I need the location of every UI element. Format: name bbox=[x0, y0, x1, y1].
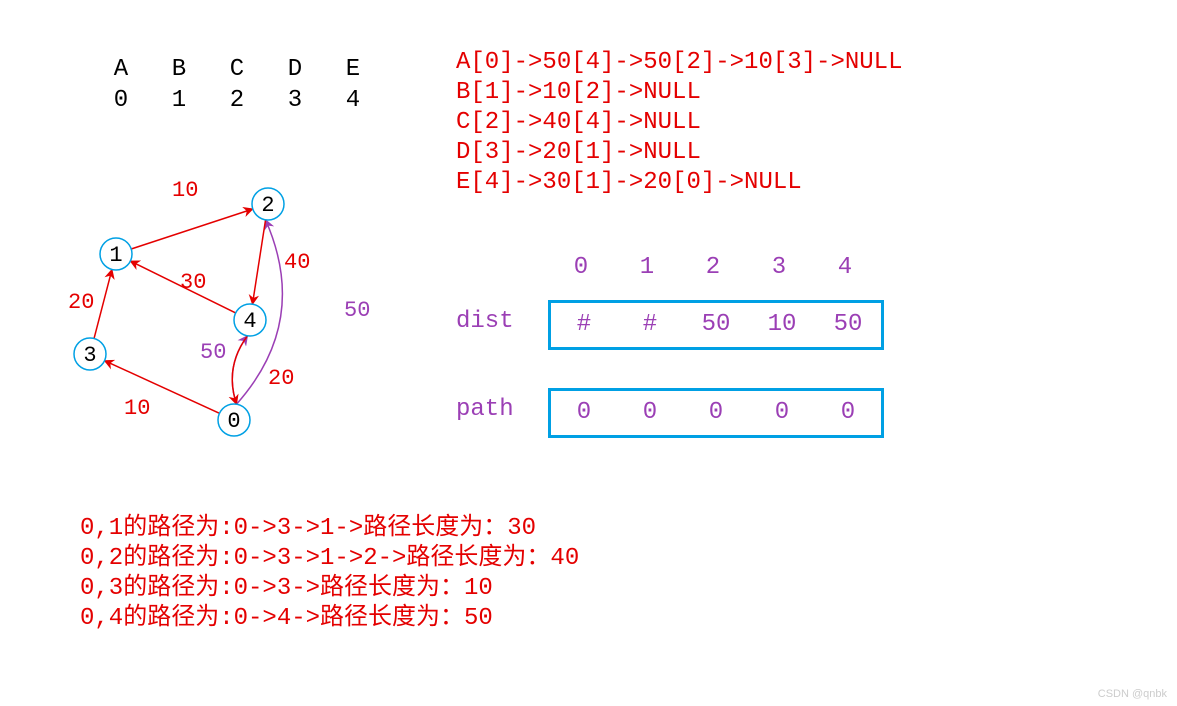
dist-cell: # bbox=[551, 303, 617, 347]
path-result-line: 0,4的路径为:0->4->路径长度为：50 bbox=[80, 604, 579, 634]
graph-edge bbox=[105, 361, 220, 414]
adjacency-line: C[2]->40[4]->NULL bbox=[456, 108, 902, 138]
vertex-index: 0 bbox=[92, 87, 150, 114]
path-box: 00000 bbox=[548, 388, 884, 438]
vertex-index: 3 bbox=[266, 87, 324, 114]
vertex-index: 4 bbox=[324, 87, 382, 114]
vertex-index: 1 bbox=[150, 87, 208, 114]
edge-weight: 20 bbox=[268, 366, 294, 391]
graph-edge bbox=[131, 209, 253, 249]
watermark: CSDN @qnbk bbox=[1098, 688, 1167, 700]
array-header: 3 bbox=[746, 254, 812, 281]
edge-weight: 50 bbox=[200, 340, 226, 365]
vertex-label: E bbox=[324, 56, 382, 83]
vertex-label: A bbox=[92, 56, 150, 83]
dist-cell: 50 bbox=[815, 303, 881, 347]
vertex-label: B bbox=[150, 56, 208, 83]
adjacency-line: E[4]->30[1]->20[0]->NULL bbox=[456, 168, 902, 198]
dist-box: ##501050 bbox=[548, 300, 884, 350]
vertex-indices-row: 01234 bbox=[92, 87, 382, 114]
vertex-labels-row: ABCDE bbox=[92, 56, 382, 83]
array-header: 0 bbox=[548, 254, 614, 281]
adjacency-line: D[3]->20[1]->NULL bbox=[456, 138, 902, 168]
vertex-index: 2 bbox=[208, 87, 266, 114]
array-header: 4 bbox=[812, 254, 878, 281]
path-result-line: 0,1的路径为:0->3->1->路径长度为：30 bbox=[80, 514, 579, 544]
graph-node-label: 3 bbox=[83, 343, 96, 368]
graph-diagram: 10 50 50 10 40 20 20 30 0 1 2 3 4 bbox=[52, 160, 392, 460]
path-cell: 0 bbox=[749, 391, 815, 435]
graph-edge bbox=[94, 269, 112, 338]
vertex-label: D bbox=[266, 56, 324, 83]
dist-label: dist bbox=[456, 308, 514, 335]
path-result-line: 0,2的路径为:0->3->1->2->路径长度为：40 bbox=[80, 544, 579, 574]
graph-node-label: 1 bbox=[109, 243, 122, 268]
graph-node-label: 4 bbox=[243, 309, 256, 334]
path-cell: 0 bbox=[617, 391, 683, 435]
path-result-line: 0,3的路径为:0->3->路径长度为：10 bbox=[80, 574, 579, 604]
vertex-label: C bbox=[208, 56, 266, 83]
path-cell: 0 bbox=[551, 391, 617, 435]
dist-cell: 50 bbox=[683, 303, 749, 347]
array-header: 1 bbox=[614, 254, 680, 281]
edge-weight: 10 bbox=[172, 178, 198, 203]
edge-weight: 30 bbox=[180, 270, 206, 295]
adjacency-line: A[0]->50[4]->50[2]->10[3]->NULL bbox=[456, 48, 902, 78]
dist-cell: 10 bbox=[749, 303, 815, 347]
paths-output: 0,1的路径为:0->3->1->路径长度为：300,2的路径为:0->3->1… bbox=[80, 514, 579, 634]
path-label: path bbox=[456, 396, 514, 423]
array-header: 2 bbox=[680, 254, 746, 281]
path-cell: 0 bbox=[683, 391, 749, 435]
adjacency-list: A[0]->50[4]->50[2]->10[3]->NULLB[1]->10[… bbox=[456, 48, 902, 198]
path-cell: 0 bbox=[815, 391, 881, 435]
dist-cell: # bbox=[617, 303, 683, 347]
graph-node-label: 2 bbox=[261, 193, 274, 218]
graph-node-label: 0 bbox=[227, 409, 240, 434]
edge-weight: 50 bbox=[344, 298, 370, 323]
edge-weight: 20 bbox=[68, 290, 94, 315]
vertex-map: ABCDE 01234 bbox=[92, 56, 382, 114]
edge-weight: 40 bbox=[284, 250, 310, 275]
edge-weight: 10 bbox=[124, 396, 150, 421]
array-headers: 01234 bbox=[548, 254, 878, 281]
graph-edge bbox=[252, 220, 265, 304]
adjacency-line: B[1]->10[2]->NULL bbox=[456, 78, 902, 108]
